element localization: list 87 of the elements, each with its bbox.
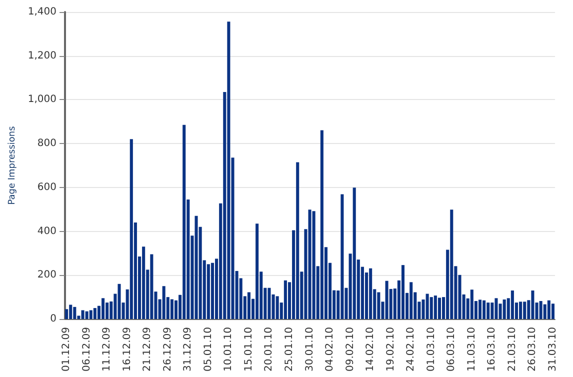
bar [308, 210, 312, 319]
bar [438, 298, 441, 319]
x-tick-label: 06.12.09 [81, 327, 92, 372]
x-tick-label: 06.03.10 [446, 327, 458, 372]
y-tick-label: 200 [37, 270, 57, 281]
bar [268, 288, 271, 319]
bar [206, 264, 210, 319]
bar [150, 254, 154, 319]
y-axis-title: Page Impressions [8, 126, 18, 205]
bar [130, 139, 133, 319]
bar [470, 290, 474, 319]
bar [85, 311, 88, 319]
y-tick-label: 0 [50, 314, 57, 324]
x-tick-label: 21.03.10 [506, 327, 518, 372]
bar [385, 280, 388, 319]
bar [320, 130, 324, 319]
x-tick-label: 16.03.10 [486, 327, 498, 372]
bar [494, 298, 498, 319]
bar [434, 296, 437, 319]
bar [539, 301, 542, 319]
bar [194, 216, 198, 319]
bar [352, 188, 356, 319]
y-tick-label: 600 [37, 182, 57, 193]
y-tick-label: 1,400 [28, 6, 57, 18]
bar [93, 308, 96, 319]
x-tick-label: 11.03.10 [466, 327, 478, 372]
y-tick-label: 1,000 [28, 94, 57, 106]
bar [531, 290, 534, 319]
bar [410, 282, 413, 319]
x-tick-label: 16.12.09 [122, 327, 133, 372]
x-tick-label: 21.12.09 [142, 327, 154, 372]
bar [296, 162, 300, 319]
bar [247, 292, 250, 319]
x-tick-label: 31.12.09 [182, 327, 194, 372]
x-tick-label: 26.03.10 [527, 327, 538, 372]
x-tick-label: 01.12.09 [61, 327, 72, 372]
bar [89, 310, 92, 319]
bar [118, 284, 121, 319]
x-tick-label: 10.01.10 [223, 327, 234, 372]
bar [547, 300, 550, 319]
x-tick-label: 26.12.09 [162, 327, 174, 372]
bar [523, 302, 526, 319]
y-tick-label: 800 [37, 138, 57, 150]
x-tick-label: 04.02.10 [324, 327, 336, 372]
y-tick-label: 1,200 [28, 50, 57, 62]
bar [69, 304, 72, 319]
bar [227, 22, 230, 319]
x-tick-label: 15.01.10 [243, 327, 254, 372]
bar [276, 296, 279, 319]
bar [170, 299, 174, 319]
bar [369, 268, 372, 319]
y-tick-label: 400 [37, 226, 57, 237]
bar [478, 300, 482, 319]
bar [551, 304, 554, 319]
bar [256, 224, 259, 319]
x-tick-label: 05.01.10 [202, 327, 214, 372]
bar [430, 297, 433, 319]
bar [482, 300, 486, 319]
bar [81, 310, 84, 319]
bar [486, 302, 490, 319]
x-tick-label: 11.12.09 [102, 327, 113, 372]
bar [73, 306, 76, 319]
bar [162, 286, 166, 319]
x-tick-label: 30.01.10 [304, 327, 316, 372]
x-tick-label: 01.03.10 [426, 327, 437, 372]
bar [450, 210, 454, 319]
bar [210, 262, 214, 319]
bar [510, 290, 514, 319]
bar [182, 124, 186, 319]
bar [401, 265, 405, 319]
bar [502, 299, 506, 319]
bar [340, 194, 344, 319]
x-tick-label: 19.02.10 [385, 327, 396, 372]
x-tick-label: 24.02.10 [406, 327, 417, 372]
x-tick-label: 31.03.10 [547, 327, 558, 372]
bar [142, 246, 146, 319]
bar [377, 292, 380, 319]
bar [519, 302, 522, 319]
x-tick-label: 25.01.10 [284, 327, 295, 372]
bar [102, 298, 105, 319]
x-tick-label: 20.01.10 [264, 327, 275, 372]
bar [426, 294, 429, 319]
x-tick-label: 09.02.10 [344, 327, 356, 372]
bar [312, 211, 316, 319]
x-tick-label: 14.02.10 [365, 327, 376, 372]
bar [543, 304, 546, 319]
bar [284, 280, 287, 319]
